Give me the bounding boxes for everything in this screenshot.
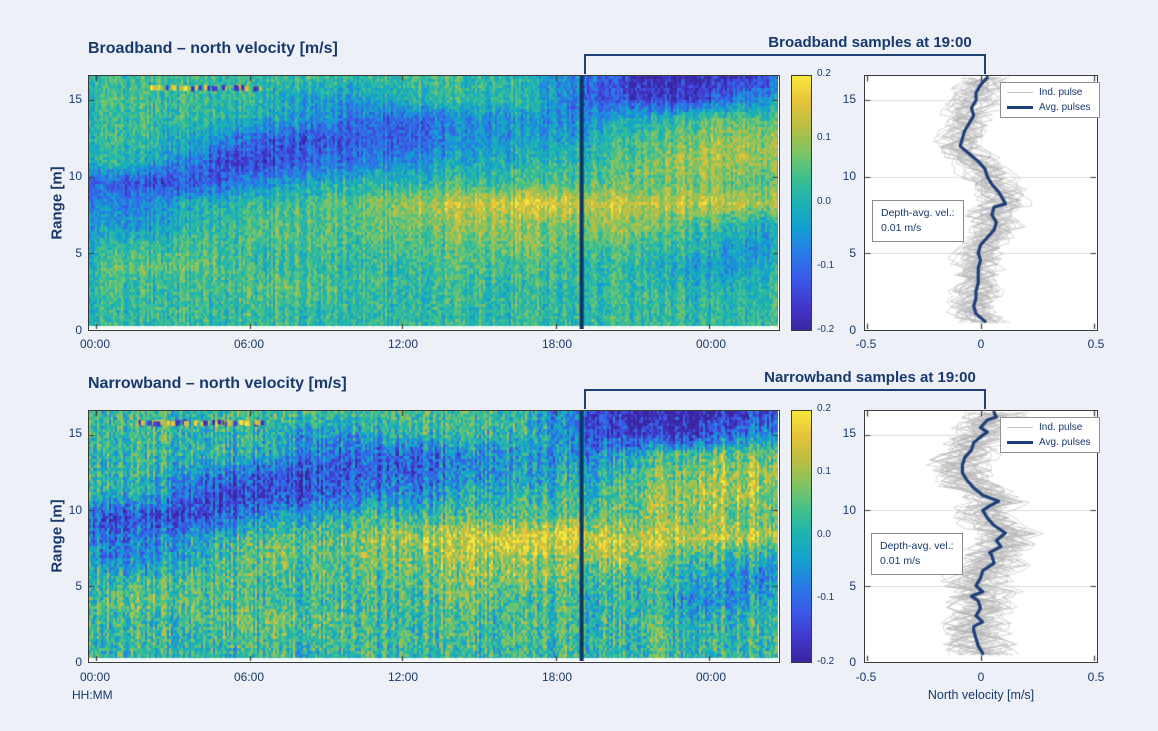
- narrowband-profile-xtick-n05: -0.5: [855, 670, 877, 684]
- narrowband-colorbar: [791, 410, 812, 663]
- broadband-xtick-1800: 18:00: [541, 337, 573, 351]
- ind-pulse-line-swatch: [1007, 427, 1033, 428]
- avg-pulses-label: Avg. pulses: [1039, 102, 1091, 113]
- narrowband-xtick-1200: 12:00: [387, 670, 419, 684]
- narrowband-cbtick-01: 0.1: [817, 466, 831, 477]
- narrowband-heatmap-title: Narrowband – north velocity [m/s]: [88, 375, 347, 392]
- narrowband-profile-xtick-05: 0.5: [1087, 670, 1105, 684]
- broadband-cbtick-n01: -0.1: [817, 260, 835, 271]
- annotation-line-2: 0.01 m/s: [880, 555, 921, 568]
- ind-pulse-label: Ind. pulse: [1039, 422, 1083, 433]
- broadband-profile-ytick-0: 0: [849, 323, 856, 337]
- broadband-profile-ytick-15: 15: [842, 92, 856, 106]
- narrowband-cbtick-00: 0.0: [817, 529, 831, 540]
- avg-pulses-line-swatch: [1007, 441, 1033, 444]
- broadband-profile-ytick-10: 10: [842, 169, 856, 183]
- narrowband-depth-avg-annotation: Depth-avg. vel.: 0.01 m/s: [871, 533, 963, 576]
- legend-row-avg-pulses: Avg. pulses: [1007, 102, 1091, 113]
- narrowband-xtick-0000b: 00:00: [695, 670, 727, 684]
- profile-x-axis-label: North velocity [m/s]: [927, 688, 1035, 702]
- narrowband-ytick-10: 10: [68, 503, 82, 517]
- legend-row-ind-pulse: Ind. pulse: [1007, 422, 1091, 433]
- ind-pulse-line-swatch: [1007, 92, 1033, 93]
- annotation-line-1: Depth-avg. vel.:: [881, 207, 955, 219]
- narrowband-profile-ytick-15: 15: [842, 426, 856, 440]
- narrowband-heatmap-panel: [88, 410, 780, 663]
- broadband-ytick-15: 15: [68, 92, 82, 106]
- legend-row-avg-pulses: Avg. pulses: [1007, 437, 1091, 448]
- narrowband-cbtick-02: 0.2: [817, 403, 831, 414]
- broadband-ytick-5: 5: [75, 246, 82, 260]
- ind-pulse-label: Ind. pulse: [1039, 87, 1083, 98]
- narrowband-cbtick-n01: -0.1: [817, 592, 835, 603]
- broadband-profile-xtick-0: 0: [977, 337, 985, 351]
- broadband-legend: Ind. pulse Avg. pulses: [1000, 82, 1100, 118]
- broadband-xtick-1200: 12:00: [387, 337, 419, 351]
- broadband-bracket: [584, 54, 986, 74]
- narrowband-ytick-15: 15: [68, 426, 82, 440]
- broadband-profile-xtick-n05: -0.5: [855, 337, 877, 351]
- narrowband-xtick-1800: 18:00: [541, 670, 573, 684]
- narrowband-heatmap-canvas: [89, 411, 778, 661]
- narrowband-ytick-0: 0: [75, 655, 82, 669]
- narrowband-cbtick-n02: -0.2: [817, 656, 835, 667]
- broadband-xtick-0000a: 00:00: [79, 337, 111, 351]
- narrowband-profile-ytick-5: 5: [849, 579, 856, 593]
- narrowband-ytick-5: 5: [75, 579, 82, 593]
- broadband-xtick-0000b: 00:00: [695, 337, 727, 351]
- narrowband-xtick-0600: 06:00: [233, 670, 265, 684]
- broadband-ytick-0: 0: [75, 323, 82, 337]
- broadband-cbtick-02: 0.2: [817, 68, 831, 79]
- annotation-line-1: Depth-avg. vel.:: [880, 540, 954, 552]
- broadband-depth-avg-annotation: Depth-avg. vel.: 0.01 m/s: [872, 200, 964, 243]
- broadband-cbtick-n02: -0.2: [817, 324, 835, 335]
- legend-row-ind-pulse: Ind. pulse: [1007, 87, 1091, 98]
- broadband-ytick-10: 10: [68, 169, 82, 183]
- time-axis-format-label: HH:MM: [72, 688, 113, 702]
- narrowband-profile-ytick-10: 10: [842, 503, 856, 517]
- avg-pulses-line-swatch: [1007, 106, 1033, 109]
- broadband-profile-title: Broadband samples at 19:00: [768, 34, 972, 51]
- broadband-profile-xtick-05: 0.5: [1087, 337, 1105, 351]
- narrowband-xtick-0000a: 00:00: [79, 670, 111, 684]
- narrowband-profile-ytick-0: 0: [849, 655, 856, 669]
- narrowband-profile-xtick-0: 0: [977, 670, 985, 684]
- narrowband-bracket: [584, 389, 986, 409]
- broadband-profile-ytick-5: 5: [849, 246, 856, 260]
- narrowband-legend: Ind. pulse Avg. pulses: [1000, 417, 1100, 453]
- broadband-cbtick-00: 0.0: [817, 196, 831, 207]
- broadband-xtick-0600: 06:00: [233, 337, 265, 351]
- avg-pulses-label: Avg. pulses: [1039, 437, 1091, 448]
- broadband-heatmap-panel: [88, 75, 780, 331]
- broadband-heatmap-title: Broadband – north velocity [m/s]: [88, 40, 338, 57]
- broadband-cbtick-01: 0.1: [817, 132, 831, 143]
- broadband-colorbar-canvas: [792, 76, 811, 330]
- broadband-heatmap-canvas: [89, 76, 778, 329]
- narrowband-colorbar-canvas: [792, 411, 811, 662]
- narrowband-profile-title: Narrowband samples at 19:00: [764, 369, 976, 386]
- broadband-colorbar: [791, 75, 812, 331]
- annotation-line-2: 0.01 m/s: [881, 222, 922, 235]
